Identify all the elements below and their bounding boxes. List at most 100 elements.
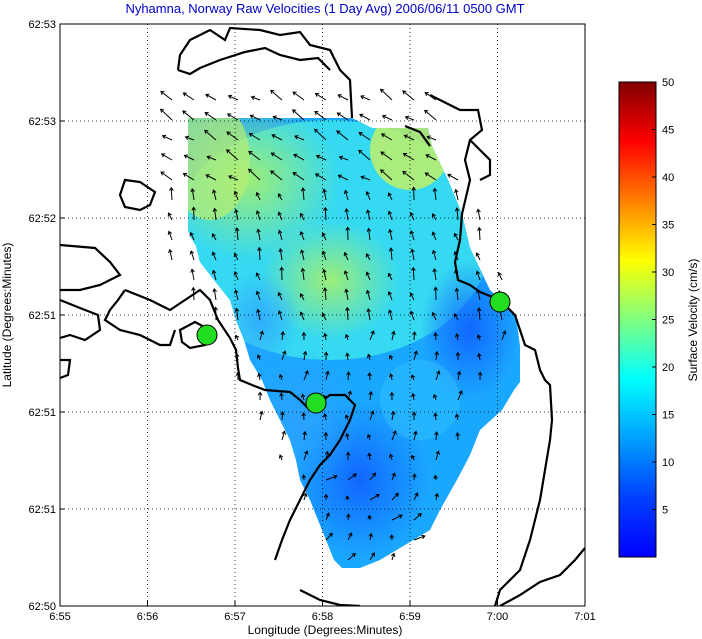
velocity-arrow xyxy=(435,370,441,381)
velocity-arrow xyxy=(347,552,356,561)
velocity-arrow xyxy=(183,154,195,161)
x-tick-label: 6:59 xyxy=(399,611,420,623)
velocity-arrow xyxy=(184,135,195,141)
velocity-arrow xyxy=(391,514,403,521)
velocity-arrow xyxy=(337,94,349,101)
velocity-arrow xyxy=(390,410,396,421)
velocity-arrow xyxy=(272,115,283,121)
velocity-arrow xyxy=(424,109,437,121)
velocity-vectors xyxy=(160,88,507,561)
velocity-arrow xyxy=(315,154,327,161)
velocity-arrow xyxy=(248,168,261,181)
colorbar-ticks: 5 10 15 20 25 30 35 40 45 50 xyxy=(652,77,674,517)
velocity-arrow xyxy=(160,108,173,121)
velocity-arrow xyxy=(322,268,327,281)
velocity-arrow xyxy=(359,113,371,121)
velocity-arrow xyxy=(257,372,262,381)
velocity-arrow xyxy=(160,171,173,181)
velocity-arrow xyxy=(300,187,306,201)
velocity-arrow xyxy=(344,333,350,341)
velocity-arrow xyxy=(256,228,261,241)
velocity-arrow xyxy=(344,414,350,421)
velocity-arrow xyxy=(453,232,459,241)
velocity-arrow xyxy=(211,233,217,241)
colorbar-tick-label: 5 xyxy=(662,505,668,517)
colorbar-label: Surface Velocity (cm/s) xyxy=(686,259,700,382)
velocity-arrow xyxy=(456,370,462,381)
velocity-arrow xyxy=(321,312,327,321)
velocity-arrow xyxy=(365,209,371,221)
velocity-arrow xyxy=(391,330,396,341)
velocity-arrow xyxy=(387,309,393,321)
velocity-arrow xyxy=(233,289,239,301)
velocity-arrow xyxy=(410,454,416,461)
velocity-arrow xyxy=(413,350,418,361)
velocity-arrow xyxy=(257,391,263,401)
velocity-arrow xyxy=(336,130,349,141)
velocity-arrow xyxy=(380,169,393,181)
velocity-arrow xyxy=(369,493,380,501)
velocity-arrow xyxy=(321,250,327,261)
velocity-arrow xyxy=(369,552,375,561)
y-tick-label: 62:51 xyxy=(28,310,56,322)
velocity-arrow xyxy=(343,251,349,261)
velocity-arrow xyxy=(360,95,371,101)
velocity-arrow xyxy=(299,293,305,301)
velocity-arrow xyxy=(345,352,350,361)
velocity-arrow xyxy=(367,372,372,381)
velocity-arrow xyxy=(431,231,437,241)
velocity-arrow xyxy=(347,532,353,541)
velocity-arrow xyxy=(255,191,261,201)
velocity-arrow xyxy=(345,451,351,461)
velocity-arrow xyxy=(453,250,459,261)
colorbar-tick-label: 45 xyxy=(662,125,674,137)
velocity-arrow xyxy=(388,247,394,261)
velocity-arrow xyxy=(367,514,372,521)
velocity-arrow xyxy=(477,226,482,241)
velocity-arrow xyxy=(411,392,416,401)
velocity-arrow xyxy=(337,174,349,181)
velocity-arrow xyxy=(279,266,284,281)
velocity-arrow xyxy=(432,187,438,201)
velocity-arrow xyxy=(380,133,393,141)
velocity-arrow xyxy=(389,391,395,401)
velocity-arrow xyxy=(475,270,481,281)
velocity-arrow xyxy=(211,269,217,281)
velocity-arrow xyxy=(358,149,371,161)
velocity-arrow xyxy=(323,493,329,501)
x-tick-label: 6:58 xyxy=(312,611,333,623)
velocity-arrow xyxy=(454,333,460,341)
velocity-arrow xyxy=(255,210,261,221)
velocity-arrow xyxy=(292,109,305,121)
velocity-arrow xyxy=(205,174,217,181)
velocity-arrow xyxy=(477,371,483,381)
colorbar-tick-label: 20 xyxy=(662,362,674,374)
colorbar-tick-label: 30 xyxy=(662,267,674,279)
velocity-arrow xyxy=(409,292,415,301)
velocity-arrow xyxy=(294,135,305,141)
colorbar-tick-label: 50 xyxy=(662,77,674,89)
velocity-arrow xyxy=(257,246,262,261)
velocity-arrow xyxy=(425,154,437,161)
velocity-arrow xyxy=(447,173,459,181)
velocity-arrow xyxy=(347,390,352,401)
velocity-arrow xyxy=(388,228,393,241)
velocity-arrow xyxy=(431,249,437,261)
velocity-arrow xyxy=(212,287,217,301)
radar-site-marker xyxy=(305,392,327,414)
velocity-arrow xyxy=(323,332,328,341)
velocity-arrow xyxy=(300,393,306,401)
velocity-arrow xyxy=(190,187,195,201)
velocity-arrow xyxy=(277,291,283,301)
velocity-arrow xyxy=(455,351,461,361)
velocity-arrow xyxy=(322,188,327,201)
y-tick-label: 62:51 xyxy=(28,407,56,419)
radar-sites xyxy=(196,291,511,414)
velocity-arrow xyxy=(369,330,375,341)
velocity-arrow xyxy=(435,450,440,461)
velocity-arrow xyxy=(391,430,397,441)
velocity-arrow xyxy=(402,170,415,181)
velocity-arrow xyxy=(182,92,195,101)
velocity-arrow xyxy=(303,370,309,381)
velocity-arrow xyxy=(249,114,261,121)
